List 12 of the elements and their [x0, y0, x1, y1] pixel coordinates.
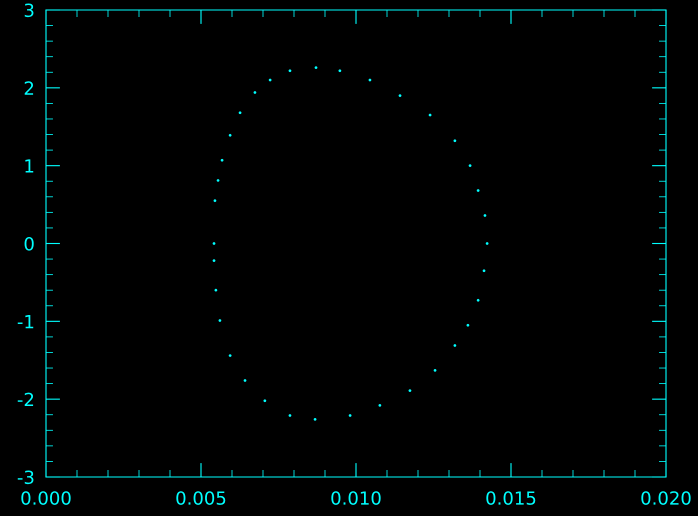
y-tick-label: -2: [18, 392, 34, 406]
y-tick-label: 0: [24, 236, 34, 251]
y-tick-label: -3: [18, 470, 34, 484]
y-tick-label: 3: [24, 3, 34, 18]
x-tick-label: 0.020: [641, 491, 691, 505]
x-tick-label: 0.005: [176, 491, 226, 505]
y-tick-label: -1: [18, 315, 34, 328]
x-tick-label: 0.010: [331, 491, 381, 505]
x-tick-label: 0.000: [21, 491, 71, 505]
y-tick-label: 1: [25, 159, 34, 173]
x-tick-label: 0.015: [486, 491, 536, 505]
y-tick-label: 2: [24, 81, 34, 95]
